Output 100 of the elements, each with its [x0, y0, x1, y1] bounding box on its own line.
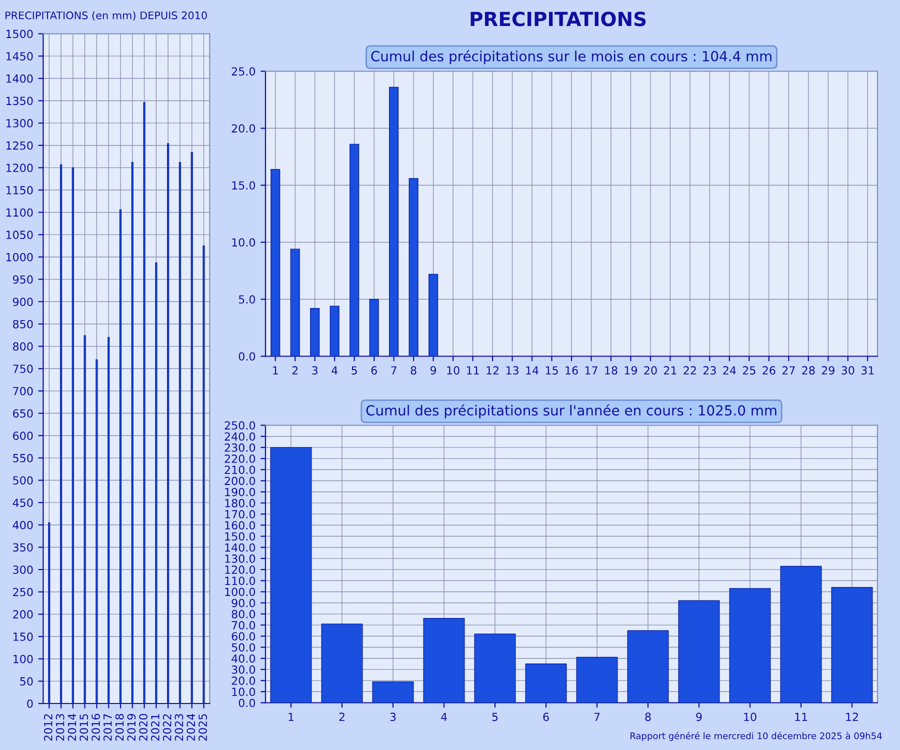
x-tick-label: 2019	[127, 714, 136, 741]
x-tick-label: 2025	[198, 714, 207, 741]
y-tick-label: 160.0	[225, 521, 256, 530]
x-tick-label: 28	[802, 366, 815, 375]
y-tick-label: 250	[13, 588, 33, 596]
x-tick-label: 12	[846, 712, 858, 721]
y-tick-label: 5.0	[238, 295, 256, 304]
y-tick-label: 20.0	[232, 676, 256, 685]
bar	[576, 656, 618, 703]
x-tick-label: 13	[506, 366, 518, 375]
x-tick-label: 2014	[68, 714, 76, 741]
bar	[678, 600, 720, 703]
y-tick-label: 0.0	[238, 352, 256, 361]
x-tick-label: 22	[684, 366, 696, 374]
y-tick-label: 50	[20, 677, 33, 686]
x-tick-label: 8	[645, 712, 651, 722]
x-tick-label: 2012	[44, 714, 52, 741]
y-tick-label: 20.0	[232, 124, 256, 133]
bar	[389, 86, 399, 356]
x-tick-label: 26	[762, 366, 776, 375]
y-tick-label: 400	[12, 520, 33, 530]
bar	[627, 630, 669, 703]
y-tick-label: 1350	[6, 96, 33, 106]
x-tick-label: 15	[546, 366, 558, 375]
x-tick-label: 14	[526, 366, 538, 374]
y-tick-label: 120.0	[225, 566, 256, 574]
y-tick-label: 80.0	[232, 610, 256, 618]
bar	[831, 586, 873, 703]
y-tick-label: 150.0	[225, 532, 256, 541]
bar	[270, 447, 312, 703]
x-tick-label: 9	[696, 712, 702, 722]
y-tick-label: 700	[13, 386, 33, 396]
y-tick-label: 220.0	[224, 454, 256, 463]
bar	[330, 306, 340, 356]
chart-title: PRECIPITATIONS	[470, 12, 646, 26]
bar	[310, 308, 320, 356]
x-tick-label: 2015	[80, 714, 88, 741]
x-tick-label: 8	[410, 366, 416, 375]
chart-title: PRECIPITATIONS (en mm) DEPUIS 2010	[6, 11, 207, 21]
bar	[290, 248, 300, 356]
y-tick-label: 230.0	[224, 443, 256, 452]
y-tick-label: 550	[13, 454, 33, 462]
x-tick-label: 2016	[92, 714, 100, 741]
text: Rapport généré le mercredi 10 décembre 2025 à 09h54	[630, 732, 882, 741]
x-tick-label: 18	[605, 366, 618, 375]
y-tick-label: 100.0	[225, 588, 256, 596]
y-tick-label: 15.0	[232, 181, 256, 190]
y-tick-label: 1400	[6, 74, 33, 83]
x-tick-label: 29	[822, 366, 834, 375]
x-tick-label: 1	[273, 366, 278, 374]
x-tick-label: 24	[723, 366, 736, 374]
x-tick-label: 3	[390, 712, 396, 722]
bar	[369, 298, 379, 356]
x-tick-label: 7	[391, 366, 396, 374]
y-tick-label: 60.0	[232, 632, 256, 641]
y-tick-label: 0	[27, 699, 33, 708]
x-tick-label: 30	[842, 366, 854, 375]
y-tick-label: 800	[13, 342, 33, 351]
bar	[372, 681, 414, 703]
x-tick-label: 27	[782, 366, 795, 374]
y-tick-label: 1500	[6, 30, 33, 38]
x-tick-label: 3	[312, 366, 318, 375]
x-tick-label: 6	[543, 712, 549, 722]
y-tick-label: 170.0	[225, 510, 256, 518]
y-tick-label: 450	[12, 498, 33, 507]
x-tick-label: 23	[703, 366, 716, 375]
y-tick-label: 150	[13, 632, 33, 641]
y-tick-label: 240.0	[224, 432, 256, 441]
x-tick-label: 17	[585, 366, 598, 374]
y-tick-label: 90.0	[232, 598, 256, 608]
x-tick-label: 2022	[162, 714, 172, 741]
y-tick-label: 500	[13, 476, 33, 485]
chart-subtitle: Cumul des précipitations sur l'année en cours : 1025.0 mm	[366, 404, 776, 418]
x-tick-label: 31	[861, 366, 874, 375]
x-tick-label: 10	[447, 366, 460, 375]
y-tick-label: 40.0	[232, 654, 256, 663]
y-tick-label: 650	[13, 409, 33, 418]
bar	[321, 624, 363, 703]
x-tick-label: 25	[742, 366, 756, 375]
y-tick-label: 950	[12, 275, 33, 284]
y-tick-label: 110.0	[225, 576, 256, 586]
y-tick-label: 190.0	[225, 488, 256, 496]
y-tick-label: 900	[12, 298, 33, 306]
x-tick-label: 21	[664, 366, 676, 374]
x-tick-label: 2020	[139, 714, 148, 741]
x-tick-label: 5	[352, 366, 357, 375]
y-tick-label: 200	[13, 610, 33, 619]
y-tick-label: 30.0	[232, 665, 256, 674]
x-tick-label: 2013	[56, 714, 64, 741]
y-tick-label: 750	[13, 364, 33, 374]
y-tick-label: 100	[13, 654, 33, 664]
y-tick-label: 210.0	[224, 466, 256, 474]
y-tick-label: 1100	[6, 208, 33, 217]
y-tick-label: 1300	[6, 119, 33, 128]
bar	[780, 566, 822, 703]
y-tick-label: 1050	[6, 230, 33, 240]
x-tick-label: 11	[466, 366, 479, 374]
bar	[525, 664, 567, 703]
y-tick-label: 1200	[6, 164, 33, 172]
y-tick-label: 200.0	[224, 476, 256, 486]
